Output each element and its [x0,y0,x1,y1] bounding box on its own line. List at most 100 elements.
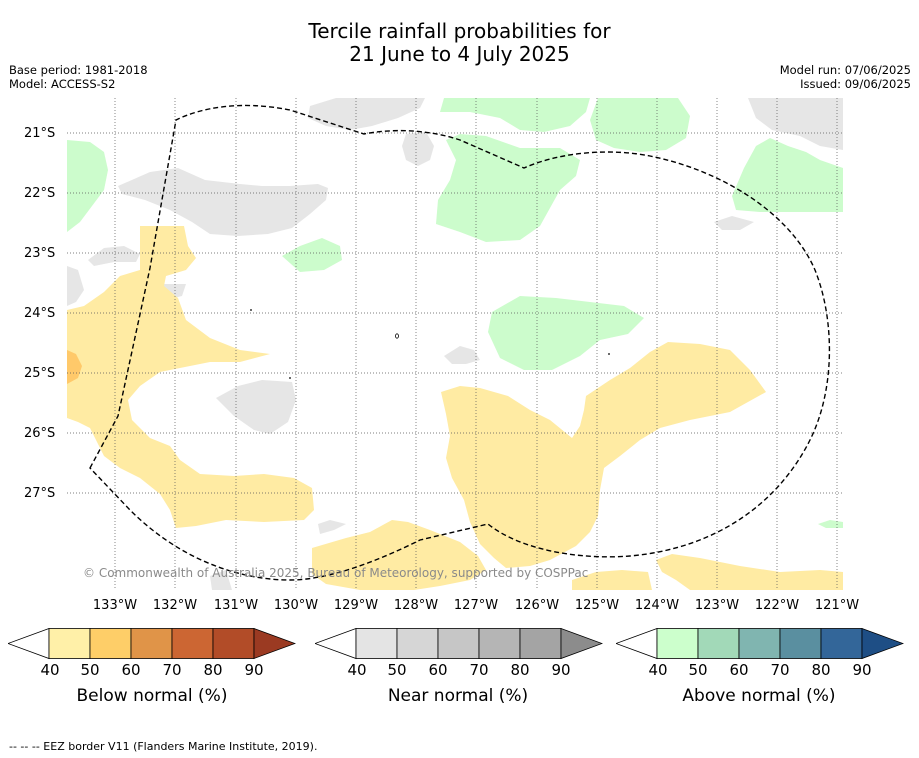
lat-label-26s: 26°S [24,426,56,441]
lon-label-127w: 127°W [453,598,499,613]
near-normal-area [216,380,296,434]
above-normal-area [436,134,580,242]
colorbar-label-near-normal: Near normal (%) [387,686,529,706]
near-normal-area [210,570,232,590]
colorbar-swatch-50 [396,628,439,659]
colorbar-tick: 40 [40,661,60,679]
near-normal-area [118,168,328,236]
eez-footnote: -- -- -- EEZ border V11 (Flanders Marine… [9,740,318,753]
latitude-gridlines [67,132,843,494]
near-normal-area [444,346,480,364]
near-normal-regions [67,98,843,590]
colorbar-below-normal [8,628,296,660]
colorbar-swatch-40 [656,628,699,659]
lat-label-25s: 25°S [24,366,56,381]
island-marker [289,377,291,379]
near-normal-area [67,266,84,306]
longitude-gridlines [114,98,838,590]
near-normal-area [88,246,140,266]
below-normal-regions [67,226,843,590]
above-normal-area [818,520,843,528]
lon-label-133w: 133°W [92,598,138,613]
colorbar-swatch-70 [779,628,822,659]
colorbar-tick: 60 [729,661,749,679]
near-normal-area [402,132,434,166]
colorbar-swatch-80 [212,628,255,659]
below-normal-strong-area [67,350,82,384]
colorbar-near-normal [315,628,603,660]
colorbar-extend-low [616,628,658,660]
above-normal-area [732,138,843,212]
colorbar-tick: 40 [648,661,668,679]
above-normal-area [488,296,644,370]
eez-border [89,104,831,581]
lat-label-22s: 22°S [24,186,56,201]
model-info: Base period: 1981-2018 Model: ACCESS-S2 [9,63,148,91]
colorbar-swatch-60 [130,628,173,659]
colorbar-swatch-70 [478,628,521,659]
lat-label-24s: 24°S [24,306,56,321]
colorbar-tick: 40 [347,661,367,679]
title-line-1: Tercile rainfall probabilities for [308,19,611,43]
island-marker [250,309,252,311]
island-marker [608,353,610,355]
below-normal-area [572,570,652,590]
run-info: Model run: 07/06/2025 Issued: 09/06/2025 [780,63,911,91]
colorbar-extend-high [861,628,904,660]
colorbar-swatch-80 [519,628,562,659]
lat-label-21s: 21°S [24,126,56,141]
colorbar-swatch-40 [48,628,91,659]
below-normal-area [656,554,843,590]
colorbar-tick: 90 [852,661,872,679]
island-markers [250,309,610,379]
lon-label-128w: 128°W [393,598,439,613]
above-normal-area [590,98,690,152]
model-name: Model: ACCESS-S2 [9,77,116,91]
lon-label-124w: 124°W [634,598,680,613]
lon-label-125w: 125°W [574,598,620,613]
colorbar-tick: 50 [688,661,708,679]
map-title: Tercile rainfall probabilities for 21 Ju… [0,20,919,66]
colorbar-swatch-50 [89,628,132,659]
below-normal-area [441,342,766,568]
near-normal-area [748,98,843,150]
colorbar-tick: 70 [770,661,790,679]
below-normal-area [67,226,314,528]
colorbar-tick: 70 [469,661,489,679]
island-marker [395,333,399,339]
lon-label-130w: 130°W [273,598,319,613]
lon-label-129w: 129°W [333,598,379,613]
colorbar-extend-high [253,628,296,660]
colorbar-tick: 80 [510,661,530,679]
colorbar-swatch-50 [697,628,740,659]
lon-label-122w: 122°W [754,598,800,613]
colorbar-above-normal [616,628,904,660]
colorbar-tick: 60 [428,661,448,679]
colorbar-tick: 70 [162,661,182,679]
lon-label-131w: 131°W [213,598,259,613]
colorbar-extend-low [8,628,50,660]
colorbar-extend-low [315,628,357,660]
lon-label-121w: 121°W [814,598,860,613]
model-run: Model run: 07/06/2025 [779,63,911,77]
near-normal-area [318,520,346,534]
colorbar-swatch-60 [437,628,480,659]
colorbar-tick: 80 [203,661,223,679]
colorbar-tick: 60 [121,661,141,679]
near-normal-area [162,284,186,298]
issued-date: Issued: 09/06/2025 [800,77,911,91]
near-normal-area [714,216,754,230]
title-line-2: 21 June to 4 July 2025 [349,42,570,66]
above-normal-area [282,238,342,272]
colorbar-tick: 90 [244,661,264,679]
above-normal-area [67,140,108,232]
colorbar-tick: 80 [811,661,831,679]
colorbar-label-below-normal: Below normal (%) [76,686,228,706]
base-period: Base period: 1981-2018 [9,63,148,77]
colorbar-label-above-normal: Above normal (%) [682,686,836,706]
colorbar-extend-high [560,628,603,660]
colorbar-tick: 50 [387,661,407,679]
copyright-notice: © Commonwealth of Australia 2025, Bureau… [83,566,589,580]
probability-map [67,98,843,590]
above-normal-regions [67,98,843,528]
